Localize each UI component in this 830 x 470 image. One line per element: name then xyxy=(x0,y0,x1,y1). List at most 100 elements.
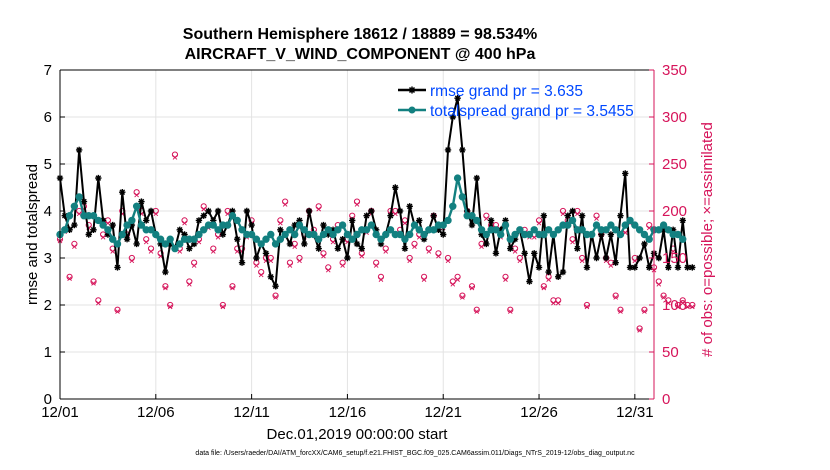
totalspread-point xyxy=(209,221,217,229)
rmse-point xyxy=(401,245,409,252)
obs-assimilated-marker xyxy=(177,249,183,254)
rmse-point xyxy=(205,207,212,215)
rmse-point xyxy=(262,250,270,257)
totalspread-point xyxy=(214,226,222,234)
totalspread-point xyxy=(267,230,275,239)
obs-assimilated-marker xyxy=(278,220,283,226)
rmse-point xyxy=(492,250,500,257)
rmse-point xyxy=(248,221,255,229)
rmse-point xyxy=(531,250,538,257)
obs-possible-marker xyxy=(435,250,442,257)
rmse-point xyxy=(487,217,495,224)
rmse-point xyxy=(507,245,514,252)
rmse-point xyxy=(502,217,509,224)
legend: rmse grand pr = 3.635 totalspread grand p… xyxy=(398,83,634,120)
obs-possible-marker xyxy=(339,259,346,266)
obs-assimilated-marker xyxy=(292,244,298,250)
obs-possible-marker xyxy=(468,283,476,290)
x-axis-label: Dec.01,2019 00:00:00 start xyxy=(267,426,449,443)
totalspread-point xyxy=(631,221,639,229)
rmse-point xyxy=(449,113,457,121)
totalspread-point xyxy=(171,244,179,253)
obs-possible-marker xyxy=(315,203,322,210)
rmse-point xyxy=(267,273,274,280)
totalspread-point xyxy=(367,221,376,229)
rmse-point xyxy=(286,240,294,248)
obs-assimilated-marker xyxy=(393,211,398,217)
rmse-point xyxy=(200,212,207,219)
rmse-point xyxy=(420,236,428,243)
rmse-point xyxy=(123,236,131,243)
rmse-point xyxy=(396,207,404,215)
rmse-point xyxy=(540,212,548,219)
obs-possible-marker xyxy=(210,245,217,252)
totalspread-point xyxy=(501,221,510,229)
obs-assimilated-marker xyxy=(546,277,551,282)
totalspread-point xyxy=(89,212,98,220)
rmse-point xyxy=(181,231,188,238)
obs-assimilated-marker xyxy=(642,309,647,314)
rmse-point xyxy=(622,170,629,177)
x-tick-label: 12/21 xyxy=(424,404,462,421)
rmse-point xyxy=(444,146,452,154)
obs-assimilated-marker xyxy=(460,295,465,300)
rmse-point xyxy=(329,226,337,233)
rmse-point xyxy=(99,217,107,224)
totalspread-point xyxy=(104,226,112,234)
obs-assimilated-marker xyxy=(450,282,456,287)
rmse-point xyxy=(626,264,634,271)
totalspread-point xyxy=(549,230,558,239)
totalspread-point xyxy=(132,202,141,211)
obs-assimilated-marker xyxy=(536,220,542,226)
totalspread-point xyxy=(444,216,452,225)
totalspread-point xyxy=(396,230,404,239)
y-tick-label: 5 xyxy=(44,156,52,173)
obs-assimilated-marker xyxy=(531,235,537,240)
obs-possible-marker xyxy=(186,278,193,285)
obs-assimilated-marker xyxy=(316,206,321,212)
obs-possible-marker xyxy=(114,306,121,313)
obs-assimilated-marker xyxy=(383,249,389,254)
totalspread-point xyxy=(564,221,572,229)
rmse-point xyxy=(238,259,246,266)
obs-assimilated-marker xyxy=(215,235,221,240)
rmse-point xyxy=(334,245,342,252)
rmse-point xyxy=(574,245,581,252)
obs-assimilated-marker xyxy=(148,249,154,254)
rmse-point xyxy=(301,240,308,248)
obs-possible-marker xyxy=(171,151,179,158)
totalspread-point xyxy=(525,230,534,239)
y-tick-label: 4 xyxy=(44,203,52,220)
y-tick-label: 1 xyxy=(44,344,52,361)
obs-possible-marker xyxy=(420,273,428,280)
totalspread-point xyxy=(497,230,505,239)
rmse-point xyxy=(372,226,380,233)
rmse-point xyxy=(368,207,375,215)
rmse-point xyxy=(387,212,394,219)
totalspread-point xyxy=(108,235,117,243)
totalspread-point xyxy=(295,221,304,229)
totalspread-point xyxy=(679,235,687,243)
totalspread-point xyxy=(223,221,232,229)
totalspread-point xyxy=(616,230,625,239)
obs-assimilated-marker xyxy=(680,300,686,306)
obs-possible-marker xyxy=(641,306,648,313)
rmse-point xyxy=(545,268,552,276)
rmse-point xyxy=(636,254,643,262)
rmse-point xyxy=(478,231,485,238)
obs-assimilated-marker xyxy=(632,258,638,264)
totalspread-point xyxy=(492,226,500,234)
obs-possible-marker xyxy=(502,273,509,280)
obs-assimilated-marker xyxy=(690,304,695,310)
obs-assimilated-marker xyxy=(584,304,590,310)
totalspread-point xyxy=(659,221,668,229)
x-tick-label: 12/26 xyxy=(520,404,558,421)
rmse-point xyxy=(593,254,600,262)
rmse-point xyxy=(660,226,667,233)
totalspread-point xyxy=(568,216,577,225)
obs-possible-marker xyxy=(473,306,480,313)
obs-assimilated-marker xyxy=(325,267,331,273)
rmse-point xyxy=(66,226,73,233)
totalspread-point xyxy=(674,230,682,239)
obs-possible-marker xyxy=(646,222,653,229)
